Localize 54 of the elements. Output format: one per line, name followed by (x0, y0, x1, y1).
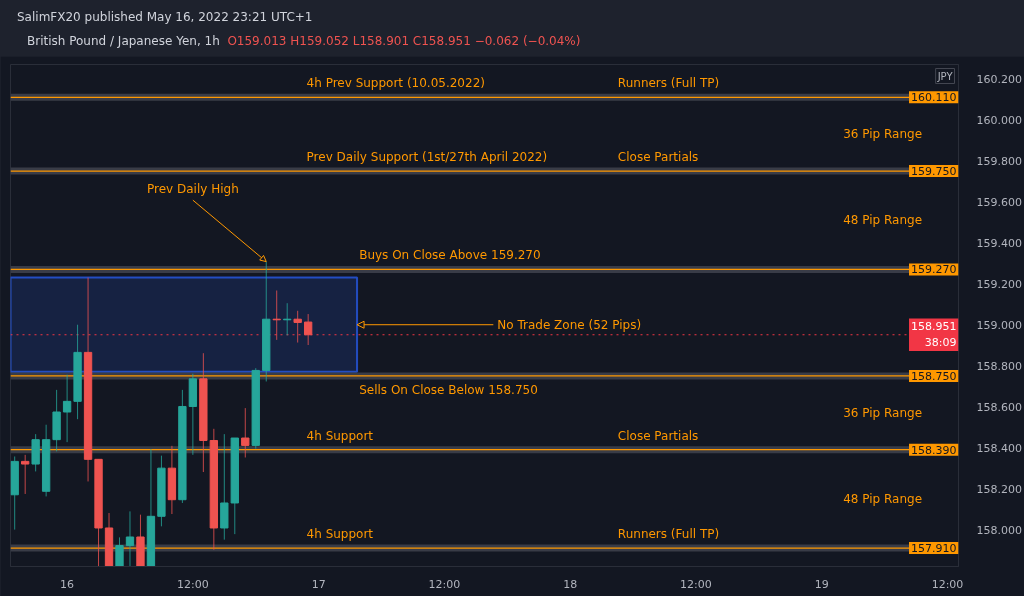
ref-line-label: 158.951 38:09 (911, 320, 957, 350)
annotation: 36 Pip Range (843, 127, 923, 142)
y-tick-label: 158.600 (976, 400, 1022, 414)
y-tick-label: 159.000 (976, 318, 1022, 332)
chart-subtitle: O159.013 H159.052 L158.901 C158.951 −0.062 (−0.04%) (227, 34, 581, 49)
annotation: Close Partials (617, 150, 699, 165)
candlestick (21, 454, 30, 495)
y-tick-label: 160.000 (976, 113, 1022, 127)
annotation: 48 Pip Range (843, 213, 923, 228)
x-tick-label: 19 (814, 577, 829, 591)
x-tick-label: 12:00 (680, 577, 712, 591)
y-tick-label: 159.800 (976, 154, 1022, 168)
ref-line-label: 157.910 (911, 542, 957, 556)
ref-line-label: 160.110 (911, 91, 957, 105)
annotation: 4h Support (306, 527, 374, 542)
y-tick-label: 159.600 (976, 195, 1022, 209)
annotation: Prev Daily Support (1st/27th April 2022) (306, 150, 548, 165)
x-tick-label: 18 (563, 577, 578, 591)
y-tick-label: 158.200 (976, 482, 1022, 496)
x-tick-label: 12:00 (177, 577, 209, 591)
candlestick (115, 536, 124, 567)
candlestick (62, 374, 72, 443)
chart-title: British Pound / Japanese Yen, 1h (27, 34, 220, 49)
y-tick-label: 160.200 (976, 72, 1022, 86)
y-tick-label: 158.400 (976, 441, 1022, 455)
y-tick-label: 158.000 (976, 523, 1022, 537)
ref-line-label: 159.750 (911, 165, 957, 179)
y-tick-label: 159.400 (976, 236, 1022, 250)
x-tick-label: 12:00 (931, 577, 964, 591)
x-tick-label: 16 (60, 577, 75, 591)
annotation: 4h Prev Support (10.05.2022) (306, 76, 485, 91)
annotation: Prev Daily High (146, 182, 239, 197)
annotation: 48 Pip Range (843, 491, 923, 506)
y-axis-title: JPY (936, 70, 954, 82)
annotation: Close Partials (617, 428, 699, 443)
ref-line-label: 159.270 (911, 263, 957, 277)
candlestick (241, 407, 250, 458)
x-tick-label: 12:00 (428, 577, 461, 591)
annotation: Buys On Close Above 159.270 (359, 248, 541, 263)
annotation: 4h Support (306, 428, 374, 443)
text: SalimFX20 published May 16, 2022 23:21 UTC+1 (16, 9, 314, 26)
ref-line-label: 158.750 (911, 369, 957, 383)
annotation: No Trade Zone (52 Pips) (497, 317, 642, 332)
y-tick-label: 159.200 (976, 277, 1022, 291)
annotation: Sells On Close Below 158.750 (359, 382, 538, 397)
annotation: Runners (Full TP) (617, 76, 720, 91)
ref-line-label: 158.390 (911, 443, 957, 457)
candlestick (125, 510, 135, 567)
annotation: 36 Pip Range (843, 405, 923, 420)
candlestick (303, 313, 313, 346)
x-tick-label: 17 (311, 577, 326, 591)
annotation: Runners (Full TP) (617, 527, 720, 542)
y-tick-label: 158.800 (976, 359, 1022, 373)
candlestick (293, 310, 302, 344)
